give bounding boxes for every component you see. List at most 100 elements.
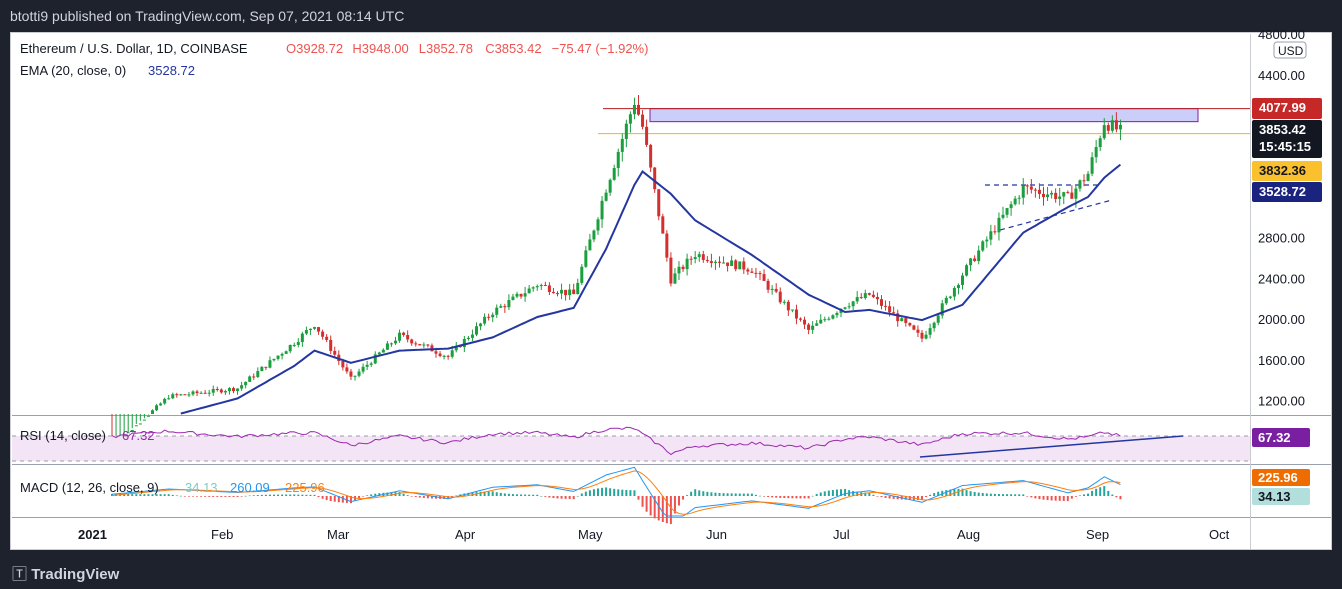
macd-hist-bar [410, 496, 413, 497]
macd-signal-line [111, 470, 1121, 515]
candle-body [381, 349, 385, 353]
macd-hist-bar [268, 494, 271, 496]
candle-body [292, 344, 296, 346]
candle-body [997, 217, 1001, 233]
candle-body [1070, 192, 1074, 199]
tradingview-logo-icon[interactable]: 🅃 [12, 566, 28, 583]
tradingview-logo-text[interactable]: TradingView [31, 566, 120, 583]
candle-body [908, 322, 912, 326]
candle-body [1118, 124, 1122, 130]
macd-hist-bar [1078, 495, 1081, 497]
macd-hist-bar [742, 493, 745, 496]
time-tick-label: Aug [957, 527, 980, 542]
macd-hist-bar [625, 489, 628, 496]
candle-body [786, 301, 790, 311]
time-tick-label: Apr [455, 527, 476, 542]
macd-hist-bar [317, 496, 320, 498]
candle-body [981, 241, 985, 251]
candle-body [487, 316, 491, 318]
candle-body [608, 179, 612, 193]
candle-body [232, 388, 235, 392]
candle-body [819, 319, 823, 324]
candle-body [313, 327, 316, 329]
candle-body [126, 432, 130, 434]
candle-body [604, 192, 608, 201]
candle-body [450, 350, 454, 357]
candle-body [896, 313, 900, 322]
macd-hist-bar [637, 496, 640, 500]
candle-body [211, 388, 215, 393]
candle-body [665, 233, 669, 258]
macd-hist-bar [763, 496, 766, 497]
candle-body [754, 272, 758, 274]
macd-hist-bar [135, 494, 138, 496]
candle-body [321, 331, 325, 337]
macd-hist-bar [232, 496, 235, 497]
macd-hist-bar [220, 496, 223, 497]
candle-body [543, 285, 547, 287]
macd-hist-bar [633, 490, 636, 496]
candle-body [803, 319, 807, 325]
candle-body [580, 266, 584, 283]
candle-body [697, 254, 701, 258]
candle-body [576, 282, 580, 295]
candle-body [774, 288, 778, 292]
macd-label: MACD (12, 26, close, 9) [20, 480, 159, 495]
candle-body [547, 285, 551, 293]
macd-hist-bar [1111, 494, 1114, 496]
candle-body [624, 123, 628, 139]
candle-body [179, 394, 183, 396]
time-tick-label: Jun [706, 527, 727, 542]
badge-support-bg [1252, 161, 1322, 181]
macd-hist-bar [965, 490, 968, 496]
macd-hist-bar [171, 494, 174, 496]
macd-hist-bar [876, 496, 879, 497]
candle-body [207, 392, 211, 394]
candle-body [1114, 120, 1118, 130]
candle-body [794, 309, 798, 319]
candle-body [385, 343, 389, 350]
candle-body [462, 339, 466, 348]
macd-hist-bar [1099, 487, 1102, 496]
candle-body [948, 296, 952, 298]
candle-body [722, 262, 726, 264]
candle-body [645, 126, 649, 145]
macd-hist-bar [139, 494, 142, 496]
candle-body [406, 334, 410, 340]
price-tick-label: 1600.00 [1258, 353, 1305, 368]
price-tick-label: 4400.00 [1258, 68, 1305, 83]
candle-body [1094, 147, 1098, 158]
macd-hist-bar [702, 491, 705, 496]
candle-body [479, 323, 483, 327]
candle-body [151, 410, 154, 414]
badge-ema-bg [1252, 182, 1322, 202]
macd-hist-bar [880, 496, 883, 498]
macd-hist-bar [888, 496, 891, 499]
candle-body [649, 144, 653, 168]
candle-body [669, 257, 673, 284]
macd-hist-bar [1087, 493, 1090, 496]
macd-hist-bar [402, 493, 405, 496]
macd-hist-bar [665, 496, 668, 524]
candle-body [349, 371, 353, 377]
macd-hist-bar [787, 496, 790, 499]
macd-hist-bar [305, 494, 308, 496]
macd-hist-bar [179, 495, 182, 497]
candle-body [973, 258, 977, 262]
macd-hist-bar [588, 490, 591, 496]
candle-body [1009, 204, 1013, 209]
macd-hist-bar [710, 492, 713, 496]
macd-hist-bar [694, 489, 697, 496]
candle-body [799, 318, 802, 320]
macd-hist-bar [240, 496, 243, 497]
macd-badge-hist-bg [1252, 488, 1310, 505]
price-tick-label: 1200.00 [1258, 394, 1305, 409]
macd-hist-bar [629, 490, 632, 496]
currency-label: USD [1278, 44, 1304, 58]
candle-body [888, 306, 892, 313]
candle-body [709, 261, 713, 263]
macd-hist-bar [795, 496, 798, 499]
macd-hist-bar [564, 496, 567, 499]
macd-hist-bar [1095, 488, 1098, 496]
